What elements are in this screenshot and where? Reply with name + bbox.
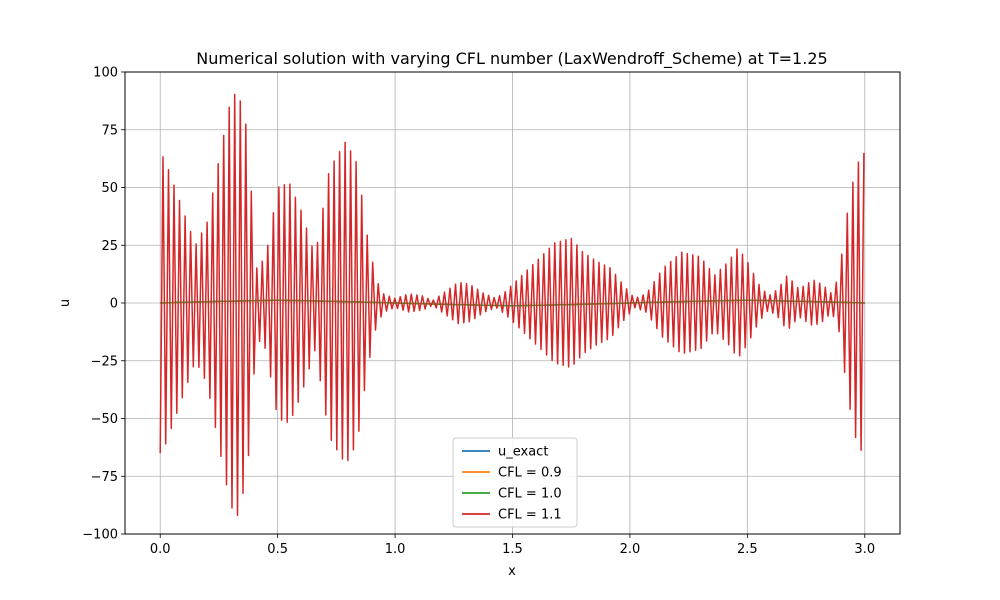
y-axis-label: u (58, 299, 73, 307)
series-line-cfl-1-1 (159, 93, 865, 516)
legend-label: u_exact (498, 445, 548, 460)
y-tick-label: −25 (91, 354, 118, 369)
legend-label: CFL = 0.9 (498, 466, 562, 481)
x-tick-label: 1.0 (385, 542, 406, 557)
y-axis-ticks: −100 −75 −50 −25 0 25 50 75 100 (82, 66, 125, 543)
y-tick-label: 0 (110, 297, 118, 312)
legend: u_exact CFL = 0.9 CFL = 1.0 CFL = 1.1 (452, 437, 578, 528)
chart-title: Numerical solution with varying CFL numb… (196, 49, 827, 69)
plot-frame (124, 71, 901, 535)
x-tick-label: 2.0 (620, 542, 641, 557)
y-tick-label: 100 (93, 66, 118, 81)
y-tick-label: −50 (91, 412, 118, 427)
x-tick-label: 2.5 (737, 542, 758, 557)
x-tick-label: 1.5 (502, 542, 523, 557)
y-tick-label: 75 (101, 123, 118, 138)
x-tick-label: 0.0 (150, 542, 171, 557)
x-axis-ticks: 0.0 0.5 1.0 1.5 2.0 2.5 3.0 (150, 534, 875, 557)
x-axis-label: x (508, 564, 516, 579)
y-tick-label: −100 (82, 528, 118, 543)
x-tick-label: 3.0 (854, 542, 875, 557)
legend-label: CFL = 1.1 (498, 508, 562, 523)
y-tick-label: 50 (101, 181, 118, 196)
legend-box (452, 437, 578, 528)
x-tick-label: 0.5 (267, 542, 288, 557)
y-tick-label: −75 (91, 470, 118, 485)
legend-label: CFL = 1.0 (498, 487, 562, 502)
y-tick-label: 25 (101, 239, 118, 254)
series-layer (159, 93, 865, 516)
